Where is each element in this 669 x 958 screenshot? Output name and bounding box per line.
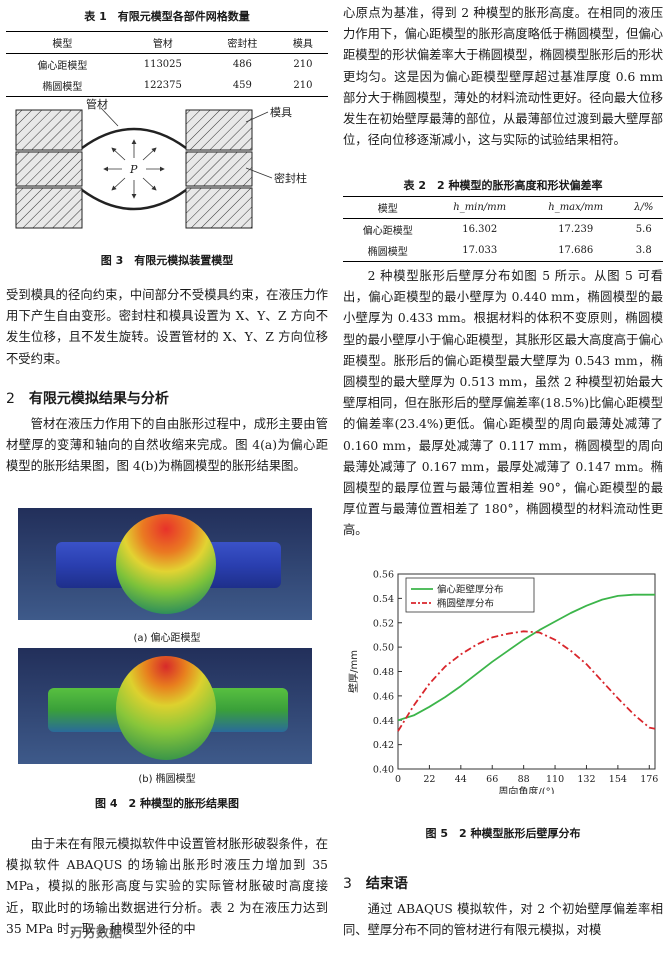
seal-right [185,151,253,187]
table1-header: 管材 [152,39,173,50]
table-row: 椭圆模型 17.033 17.686 3.8 [343,240,663,262]
table1-header: 模型 [52,39,73,50]
table2-header: λ/% [634,202,654,213]
legend-box [405,577,535,613]
x-tick-label: 66 [486,774,498,785]
x-tick-label: 88 [518,774,530,785]
fig4a-image [18,508,312,620]
x-tick-label: 154 [609,774,627,785]
y-tick-label: 0.44 [373,716,394,727]
x-tick-label: 22 [423,774,435,785]
y-axis-label: 壁厚/mm [347,650,360,693]
table2-header: h_max/mm [548,202,604,213]
fig4a-subcaption: (a) 偏心距模型 [133,633,201,644]
table2-header: h_min/mm [453,202,507,213]
y-tick-label: 0.46 [373,691,394,702]
table2-header-row: 模型 h_min/mm h_max/mm λ/% [343,196,663,219]
pressure-label: P [129,163,138,176]
x-tick-label: 132 [577,774,595,785]
table-cell: 210 [293,80,313,91]
fig3-caption: 图 3 有限元模拟装置模型 [100,254,234,267]
table-cell: 113025 [143,59,182,70]
tube-upper-wall [81,127,187,150]
y-tick-label: 0.48 [373,667,394,678]
legend-label: 椭圆壁厚分布 [437,598,494,610]
paragraph: 管材在液压力作用下的自由胀形过程中，成形主要由管材壁厚的变薄和轴向的自然收缩来完… [6,417,328,474]
table1-header: 密封柱 [227,39,258,50]
table-cell: 椭圆模型 [367,247,408,258]
die-right-lower [185,187,253,229]
table-cell: 459 [232,80,252,91]
table-row: 椭圆模型 122375 459 210 [6,75,328,97]
x-axis-label: 周向角度/(°) [498,785,554,794]
section-heading: 2 有限元模拟结果与分析 [6,388,169,408]
fig4b-image [18,648,312,764]
bulge [116,514,216,614]
table2-header: 模型 [377,204,398,215]
section-number: 2 [6,391,15,407]
die-left-upper [15,109,83,151]
table-cell: 17.686 [558,245,594,256]
x-tick-label: 176 [640,774,658,785]
table1: 模型 管材 密封柱 模具 偏心距模型 113025 486 210 椭圆模型 1… [6,31,328,97]
table-cell: 偏心距模型 [362,226,413,237]
die-label: 模具 [270,106,292,119]
y-tick-label: 0.42 [373,740,394,751]
table1-caption: 表 1 有限元模型各部件网格数量 [84,10,250,23]
table-cell: 122375 [143,80,182,91]
table-row: 偏心距模型 16.302 17.239 5.6 [343,219,663,241]
table-cell: 5.6 [635,224,652,235]
section-number: 3 [343,876,352,892]
table-cell: 17.033 [462,245,498,256]
y-tick-label: 0.54 [373,594,394,605]
paragraph: 心原点为基准，得到 2 种模型的胀形高度。在相同的液压力作用下，偏心距模型的胀形… [343,6,663,148]
x-tick-label: 44 [455,774,467,785]
seal-label: 密封柱 [274,171,307,185]
y-tick-label: 0.56 [373,570,394,581]
table1-header-row: 模型 管材 密封柱 模具 [6,31,328,54]
table1-header: 模具 [292,39,313,50]
y-tick-label: 0.40 [373,765,394,776]
table-cell: 16.302 [462,224,498,235]
table-cell: 偏心距模型 [37,61,88,72]
tube-lower-wall [81,188,187,211]
legend-label: 偏心距壁厚分布 [437,584,504,596]
fig4b-subcaption: (b) 椭圆模型 [138,774,196,785]
fig5-caption: 图 5 2 种模型胀形后壁厚分布 [425,827,581,840]
fig5-chart: 0 22 44 66 88 110 132 154 176 0.40 0.42 0.44 0.46 0.4… [347,570,658,795]
table-cell: 17.239 [558,224,594,235]
table-cell: 210 [293,59,313,70]
table2: 模型 h_min/mm h_max/mm λ/% 偏心距模型 16.302 17… [343,196,663,262]
x-tick-label: 0 [395,774,401,785]
section-title: 有限元模拟结果与分析 [28,391,169,407]
pressure-arrows [103,139,165,199]
series-line-1 [397,593,655,722]
fig3-diagram: 管材 模具 P 密封柱 [15,97,307,229]
y-tick-label: 0.52 [373,618,394,629]
section-heading: 3 结束语 [343,873,408,893]
table-row: 偏心距模型 113025 486 210 [6,54,328,76]
table-cell: 486 [232,59,252,70]
paragraph: 通过 ABAQUS 模拟软件，对 2 个初始壁厚偏差率相同、壁厚分布不同的管材进… [343,902,663,938]
x-tick-label: 110 [546,774,564,785]
table-cell: 3.8 [635,245,652,256]
table-cell: 椭圆模型 [42,82,83,93]
y-tick-label: 0.50 [373,643,394,654]
die-right-upper [185,109,253,151]
fig4-caption: 图 4 2 种模型的胀形结果图 [95,797,239,810]
left-column: 表 1 有限元模型各部件网格数量 模型 管材 密封柱 模具 偏心距模型 1130… [6,0,328,941]
section-title: 结束语 [365,876,408,892]
tube-label: 管材 [86,97,108,111]
table2-caption: 表 2 2 种模型的胀形高度和形状偏差率 [403,179,603,192]
paragraph: 由于未在有限元模拟软件中设置管材胀形破裂条件，在模拟软件 ABAQUS 的场输出… [6,837,328,936]
watermark: 万方数据 [70,926,123,941]
paragraph: 受到模具的径向约束，中间部分不受模具约束，在液压力作用下产生自由变形。密封柱和模… [6,288,328,366]
series-line-2 [397,630,656,732]
die-left-lower [15,187,83,229]
paragraph: 2 种模型胀形后壁厚分布如图 5 所示。从图 5 可看出，偏心距模型的最小壁厚为… [343,269,663,538]
bulge [116,656,216,760]
seal-left [15,151,83,187]
